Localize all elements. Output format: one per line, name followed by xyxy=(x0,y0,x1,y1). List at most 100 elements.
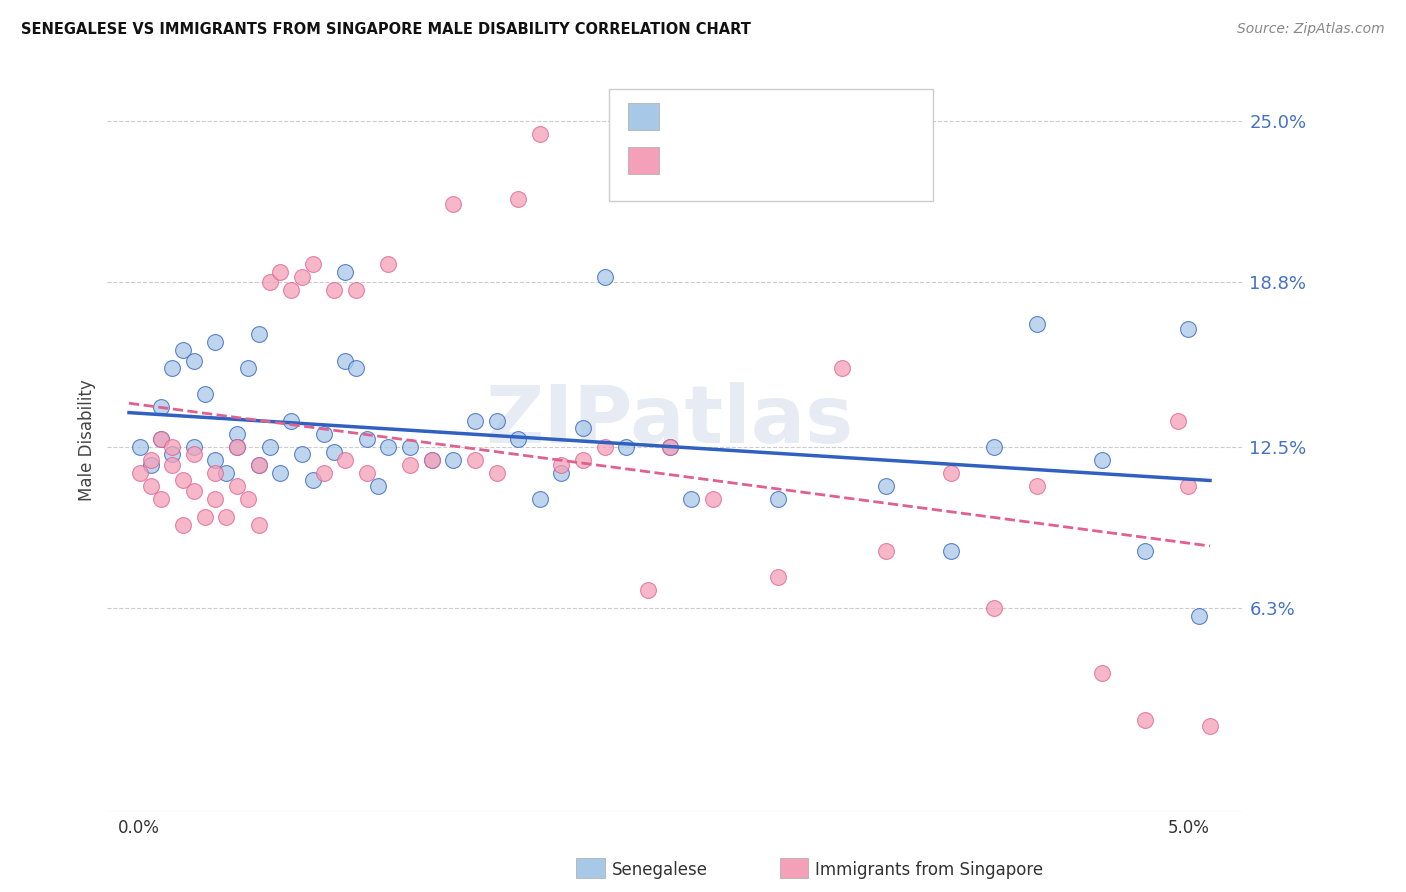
Point xyxy=(1167,413,1189,427)
Point xyxy=(172,517,194,532)
Point xyxy=(441,452,464,467)
Point xyxy=(204,452,226,467)
Point xyxy=(377,440,399,454)
Point xyxy=(831,361,853,376)
Point xyxy=(1177,479,1199,493)
Point xyxy=(335,265,357,279)
Point xyxy=(194,387,217,401)
Point xyxy=(183,353,205,368)
Text: Immigrants from Singapore: Immigrants from Singapore xyxy=(815,861,1043,879)
Text: 5.0%: 5.0% xyxy=(1168,820,1211,838)
Point xyxy=(875,479,897,493)
Point xyxy=(312,426,335,441)
Point xyxy=(301,474,323,488)
Point xyxy=(183,447,205,461)
Point xyxy=(183,483,205,498)
Point xyxy=(335,353,357,368)
Text: Source: ZipAtlas.com: Source: ZipAtlas.com xyxy=(1237,22,1385,37)
Point xyxy=(572,452,595,467)
Point xyxy=(128,466,150,480)
Point xyxy=(508,192,530,206)
Point xyxy=(301,257,323,271)
Point xyxy=(875,544,897,558)
Point xyxy=(226,426,249,441)
Point xyxy=(1133,544,1156,558)
Point xyxy=(247,327,270,342)
Point xyxy=(420,452,443,467)
Point xyxy=(247,517,270,532)
Point xyxy=(226,440,249,454)
Point xyxy=(508,432,530,446)
Point xyxy=(983,601,1005,615)
Point xyxy=(464,452,486,467)
Point xyxy=(247,458,270,472)
Point xyxy=(637,582,659,597)
Point xyxy=(150,432,173,446)
Point xyxy=(280,283,302,297)
Point xyxy=(1199,718,1222,732)
Point xyxy=(312,466,335,480)
Point xyxy=(593,440,616,454)
Point xyxy=(529,127,551,141)
Point xyxy=(550,466,572,480)
Text: R = 0.032   N = 53: R = 0.032 N = 53 xyxy=(669,104,855,122)
Point xyxy=(399,458,422,472)
Point xyxy=(344,361,367,376)
Point xyxy=(194,510,217,524)
Point xyxy=(172,343,194,358)
Point xyxy=(1177,322,1199,336)
Point xyxy=(335,452,357,467)
Point xyxy=(247,458,270,472)
Point xyxy=(162,440,184,454)
Point xyxy=(162,447,184,461)
Point xyxy=(150,432,173,446)
Point xyxy=(204,466,226,480)
Point xyxy=(139,452,162,467)
Point xyxy=(983,440,1005,454)
Point xyxy=(291,447,314,461)
Point xyxy=(377,257,399,271)
Point xyxy=(226,440,249,454)
Point xyxy=(356,432,378,446)
Point xyxy=(658,440,681,454)
Point xyxy=(344,283,367,297)
Point xyxy=(269,466,291,480)
Point xyxy=(150,401,173,415)
Point xyxy=(291,270,314,285)
Point xyxy=(183,440,205,454)
Point xyxy=(593,270,616,285)
Point xyxy=(681,491,703,506)
Point xyxy=(150,491,173,506)
Point xyxy=(356,466,378,480)
Point xyxy=(485,413,508,427)
Point xyxy=(139,479,162,493)
Point xyxy=(236,491,259,506)
Point xyxy=(204,491,226,506)
Point xyxy=(572,421,595,435)
Point xyxy=(323,445,346,459)
Point xyxy=(323,283,346,297)
Point xyxy=(614,440,637,454)
Point xyxy=(766,491,789,506)
Point xyxy=(1026,479,1049,493)
Point xyxy=(269,265,291,279)
Text: ZIPatlas: ZIPatlas xyxy=(485,382,853,459)
Point xyxy=(766,570,789,584)
Point xyxy=(1188,609,1211,624)
Point xyxy=(550,458,572,472)
Point xyxy=(464,413,486,427)
Point xyxy=(367,479,389,493)
Point xyxy=(420,452,443,467)
Text: SENEGALESE VS IMMIGRANTS FROM SINGAPORE MALE DISABILITY CORRELATION CHART: SENEGALESE VS IMMIGRANTS FROM SINGAPORE … xyxy=(21,22,751,37)
Point xyxy=(280,413,302,427)
Point xyxy=(215,466,238,480)
Point xyxy=(441,197,464,211)
Text: 0.0%: 0.0% xyxy=(118,820,160,838)
Point xyxy=(162,458,184,472)
Point xyxy=(939,466,962,480)
Point xyxy=(399,440,422,454)
Text: Senegalese: Senegalese xyxy=(612,861,707,879)
Point xyxy=(529,491,551,506)
Point xyxy=(128,440,150,454)
Point xyxy=(215,510,238,524)
